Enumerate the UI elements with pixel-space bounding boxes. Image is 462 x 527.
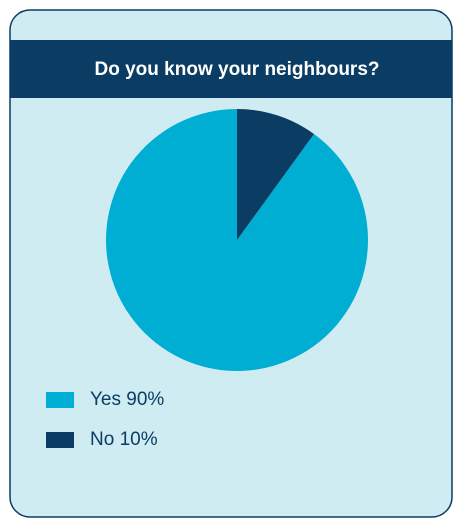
legend-value: 10% [120, 429, 158, 450]
header-bar [10, 40, 452, 98]
legend-value: 90% [126, 389, 164, 410]
chart-title: Do you know your neighbours? [95, 59, 380, 80]
legend-name: No [90, 429, 114, 450]
pie-slice [106, 109, 368, 371]
legend-label: No 10% [90, 429, 158, 450]
legend-swatch [46, 432, 74, 448]
pie-slice [237, 109, 314, 240]
legend-name: Yes [90, 389, 121, 410]
legend-label: Yes 90% [90, 389, 164, 410]
legend-swatch [46, 392, 74, 408]
